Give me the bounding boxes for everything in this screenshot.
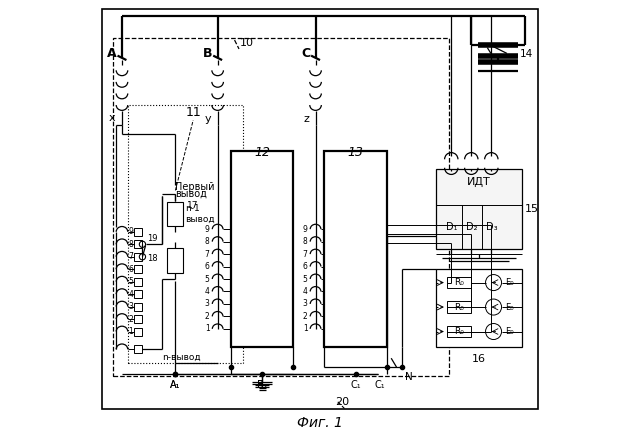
Text: C₁: C₁ (350, 380, 361, 389)
Text: 15: 15 (525, 204, 539, 214)
Text: 16: 16 (472, 354, 486, 364)
Text: Первый: Первый (175, 182, 215, 192)
Text: A: A (108, 47, 117, 60)
Text: D₃: D₃ (486, 222, 497, 232)
Text: D₂: D₂ (465, 222, 477, 232)
Text: B: B (203, 47, 212, 60)
Text: 5: 5 (303, 275, 308, 283)
Text: n-вывод: n-вывод (162, 353, 201, 362)
Text: N: N (404, 372, 412, 381)
Text: E₀: E₀ (505, 278, 513, 287)
Text: 3: 3 (205, 299, 210, 308)
Text: 1: 1 (205, 324, 210, 333)
Text: 4: 4 (205, 287, 210, 296)
Text: 18: 18 (147, 255, 158, 263)
Text: 6: 6 (205, 262, 210, 271)
Bar (231, 151, 293, 347)
Text: 8: 8 (303, 237, 308, 246)
Text: D₁: D₁ (445, 222, 457, 232)
Bar (324, 151, 387, 347)
Text: 4: 4 (128, 290, 133, 299)
Bar (134, 265, 143, 273)
Text: E₀: E₀ (505, 327, 513, 336)
Text: E₀: E₀ (505, 303, 513, 312)
Text: 12: 12 (254, 146, 270, 159)
Text: 9: 9 (205, 225, 210, 234)
Bar (134, 315, 143, 323)
Text: R₀: R₀ (454, 278, 464, 287)
Bar (113, 38, 449, 376)
Text: 2: 2 (303, 312, 308, 321)
Text: ИДТ: ИДТ (467, 178, 491, 187)
Bar (134, 328, 143, 336)
Text: 6: 6 (128, 265, 133, 274)
Text: 13: 13 (348, 146, 364, 159)
Text: B₁: B₁ (257, 380, 268, 389)
Text: A₁: A₁ (170, 380, 180, 389)
Bar (447, 301, 471, 313)
Bar (436, 269, 522, 347)
Bar (134, 278, 143, 286)
Text: 2: 2 (129, 315, 133, 324)
Text: 14: 14 (520, 49, 534, 59)
Text: x: x (109, 113, 115, 123)
Text: 6: 6 (303, 262, 308, 271)
Text: R₀: R₀ (454, 327, 464, 336)
Text: 4: 4 (303, 287, 308, 296)
Bar (447, 277, 471, 288)
Text: 1: 1 (303, 324, 308, 333)
Bar (134, 240, 143, 248)
Text: C: C (301, 47, 310, 60)
Text: 2: 2 (205, 312, 210, 321)
Text: 7: 7 (128, 252, 133, 261)
Text: Фиг. 1: Фиг. 1 (297, 416, 343, 430)
Bar (134, 345, 143, 353)
Text: z: z (303, 114, 309, 124)
Text: 11: 11 (186, 106, 201, 119)
Text: 8: 8 (129, 240, 133, 249)
Bar (134, 290, 143, 298)
Text: R₀: R₀ (454, 303, 464, 312)
Text: 19: 19 (147, 235, 158, 243)
Text: 1: 1 (129, 327, 133, 336)
Text: 17: 17 (186, 201, 198, 210)
Text: 3: 3 (303, 299, 308, 308)
Text: 7: 7 (303, 250, 308, 259)
Text: 10: 10 (240, 38, 254, 48)
Bar (436, 169, 522, 249)
Text: n-1: n-1 (185, 204, 200, 213)
Text: 8: 8 (205, 237, 210, 246)
Bar (447, 326, 471, 337)
Bar (134, 228, 143, 236)
Bar (134, 303, 143, 311)
Text: 5: 5 (205, 275, 210, 283)
Text: 9: 9 (303, 225, 308, 234)
Text: C₁: C₁ (375, 380, 385, 389)
Text: 5: 5 (128, 277, 133, 286)
Text: 20: 20 (335, 397, 349, 407)
Bar (134, 253, 143, 261)
Text: 3: 3 (128, 302, 133, 311)
Bar (168, 248, 184, 273)
Text: B₁: B₁ (257, 380, 268, 389)
Text: y: y (204, 114, 211, 124)
Text: 7: 7 (205, 250, 210, 259)
Text: вывод: вывод (175, 189, 207, 199)
Text: вывод: вывод (185, 214, 215, 223)
Text: A₁: A₁ (170, 380, 180, 389)
Text: 9: 9 (128, 227, 133, 236)
Bar (128, 105, 243, 363)
Bar (168, 202, 184, 226)
